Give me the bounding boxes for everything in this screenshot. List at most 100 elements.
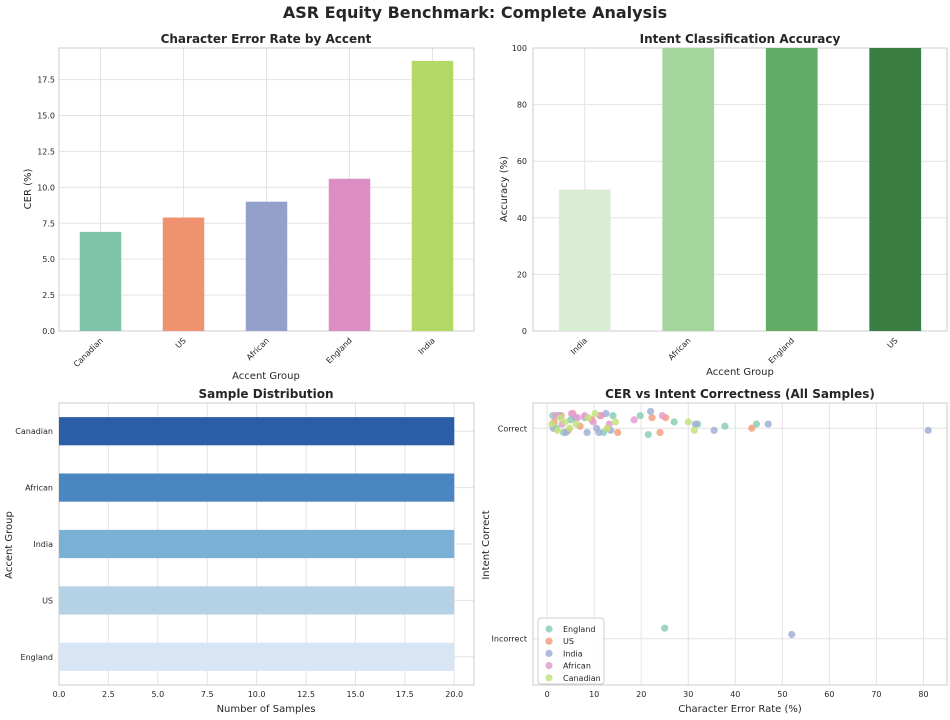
scatter-point-india <box>595 428 603 437</box>
distribution-xtick-label: 17.5 <box>396 690 414 699</box>
intent-ytick-label: 40 <box>517 214 527 223</box>
cer-xtick-label: India <box>417 336 437 356</box>
scatter-ytick-label: Incorrect <box>492 635 527 644</box>
scatter-point-india <box>788 630 796 639</box>
scatter-xtick-label: 70 <box>871 690 881 699</box>
scatter-point-england <box>644 430 652 439</box>
scatter-point-england <box>661 624 669 632</box>
legend-marker-canadian <box>545 674 553 682</box>
cer-xtick-label: African <box>245 336 271 362</box>
cer-xtick-label: Canadian <box>72 336 105 369</box>
scatter-point-us <box>748 424 756 432</box>
scatter-xtick-label: 40 <box>730 690 740 699</box>
distribution-ytick-label: India <box>33 540 53 549</box>
intent-ytick-label: 60 <box>517 157 527 166</box>
scatter-point-canadian <box>690 426 698 434</box>
figure-title: ASR Equity Benchmark: Complete Analysis <box>282 3 668 22</box>
sample-distribution-chart: Sample Distribution 0.0 2.5 5.0 7.5 10.0 12.5… <box>4 387 475 715</box>
scatter-xtick-label: 20 <box>636 690 646 699</box>
scatter-point-england <box>721 422 729 430</box>
distribution-bar-england <box>59 642 455 671</box>
intent-xtick-label: England <box>767 336 796 365</box>
cer-xtick-label: England <box>325 336 354 365</box>
scatter-point-india <box>602 409 610 418</box>
cer-bar-canadian <box>79 231 122 331</box>
intent-ytick-label: 20 <box>517 270 527 279</box>
scatter-point-us <box>656 428 664 437</box>
scatter-point-india <box>647 407 655 416</box>
cer-ytick-label: 2.5 <box>42 291 55 300</box>
distribution-xtick-label: 5.0 <box>151 690 164 699</box>
scatter-point-india <box>710 426 718 434</box>
distribution-xtick-label: 12.5 <box>297 690 315 699</box>
distribution-xtick-label: 0.0 <box>53 690 66 699</box>
intent-accuracy-chart: Intent Classification Accuracy 0 20 40 60 80… <box>499 32 948 378</box>
cer-bar-us <box>162 217 205 331</box>
intent-xlabel: Accent Group <box>706 367 774 378</box>
scatter-xtick-label: 50 <box>777 690 787 699</box>
distribution-xtick-label: 10.0 <box>248 690 266 699</box>
scatter-point-african <box>567 409 576 418</box>
cer-ytick-label: 17.5 <box>37 76 55 85</box>
intent-bar-england <box>765 48 818 331</box>
scatter-point-us <box>614 428 622 437</box>
scatter-legend: England US India African Canadian <box>537 617 605 685</box>
scatter-point-england <box>636 412 644 420</box>
scatter-point-us <box>648 414 656 422</box>
legend-marker-england <box>545 625 553 633</box>
scatter-xlabel: Character Error Rate (%) <box>678 704 802 715</box>
scatter-point-canadian <box>603 424 611 432</box>
cer-ytick-label: 15.0 <box>37 112 55 121</box>
cer-ytick-label: 7.5 <box>42 219 55 228</box>
cer-bar-india <box>411 60 454 332</box>
scatter-ylabel: Intent Correct <box>481 510 492 579</box>
legend-label-canadian: Canadian <box>563 674 601 683</box>
scatter-xtick-label: 80 <box>918 690 928 699</box>
scatter-xtick-label: 10 <box>589 690 599 699</box>
distribution-bar-canadian <box>59 417 455 446</box>
legend-marker-india <box>545 649 553 658</box>
intent-xtick-label: India <box>569 336 589 356</box>
intent-xtick-label: African <box>667 336 693 362</box>
distribution-ytick-label: African <box>25 484 53 493</box>
scatter-point-england <box>752 420 761 428</box>
scatter-point-india <box>691 420 699 428</box>
cer-ytick-label: 5.0 <box>42 255 55 264</box>
legend-marker-african <box>545 662 553 670</box>
distribution-ytick-label: Canadian <box>15 427 53 436</box>
scatter-point-canadian <box>591 409 599 418</box>
distribution-xtick-label: 7.5 <box>201 690 214 699</box>
distribution-chart-title: Sample Distribution <box>198 387 333 401</box>
intent-ytick-label: 0 <box>522 327 527 336</box>
intent-ylabel: Accuracy (%) <box>499 156 510 222</box>
distribution-bar-us <box>59 586 455 615</box>
scatter-point-african <box>574 414 582 422</box>
scatter-point-canadian <box>553 426 562 434</box>
scatter-point-canadian <box>548 420 556 428</box>
scatter-point-canadian <box>684 418 692 426</box>
legend-label-england: England <box>563 625 595 634</box>
intent-xtick-label: US <box>886 336 900 350</box>
scatter-point-canadian <box>566 424 574 432</box>
cer-ytick-label: 12.5 <box>37 147 55 156</box>
cer-chart-title: Character Error Rate by Accent <box>161 32 372 46</box>
intent-bar-us <box>869 48 922 331</box>
cer-ytick-label: 10.0 <box>37 183 55 192</box>
intent-ytick-label: 100 <box>512 44 527 53</box>
scatter-point-canadian <box>572 420 580 428</box>
cer-ytick-label: 0.0 <box>42 327 55 336</box>
intent-bar-india <box>558 189 611 331</box>
scatter-xtick-label: 30 <box>683 690 693 699</box>
intent-chart-title: Intent Classification Accuracy <box>640 32 841 46</box>
scatter-xtick-label: 0 <box>545 690 550 699</box>
legend-frame <box>537 617 605 685</box>
distribution-ylabel: Accent Group <box>4 511 15 579</box>
scatter-point-african <box>630 416 638 424</box>
cer-xlabel: Accent Group <box>232 371 300 382</box>
legend-label-african: African <box>563 662 591 671</box>
cer-bar-african <box>245 201 288 331</box>
scatter-ytick-label: Correct <box>498 424 527 433</box>
distribution-bar-african <box>59 473 455 502</box>
distribution-xtick-label: 15.0 <box>347 690 365 699</box>
